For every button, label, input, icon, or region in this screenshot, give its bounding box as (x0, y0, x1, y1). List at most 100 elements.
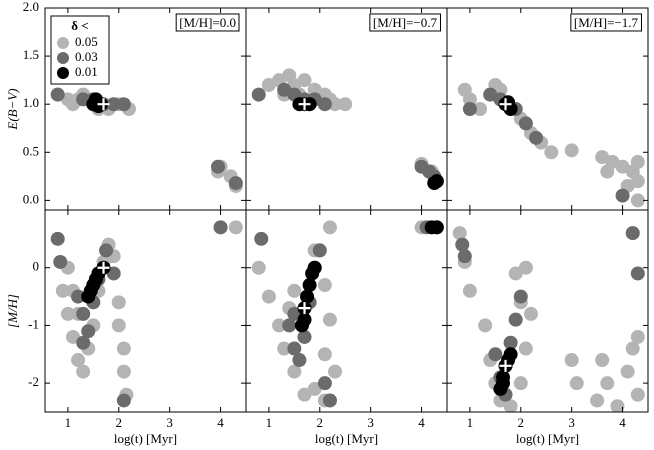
y-tick-label: 2.0 (23, 0, 39, 14)
point (518, 116, 533, 131)
y-tick-label: 1.5 (23, 47, 39, 62)
panel-plot (50, 87, 243, 193)
point (473, 102, 488, 116)
point (287, 341, 302, 356)
x-tick-label: 4 (418, 415, 425, 430)
panel-plot (251, 68, 444, 191)
point (630, 329, 645, 344)
panel-plot (452, 226, 645, 412)
point (55, 283, 70, 298)
point (529, 130, 544, 145)
point (503, 399, 518, 412)
point (287, 364, 302, 379)
point (630, 387, 645, 402)
annotation-box (570, 13, 642, 32)
legend-label: 0.01 (75, 64, 98, 79)
x-tick-label: 1 (467, 415, 474, 430)
point (302, 278, 317, 293)
point (610, 399, 625, 412)
point (462, 102, 477, 116)
point (328, 97, 343, 112)
point (297, 329, 312, 344)
point (615, 188, 630, 203)
annotation: [M/H]=−1.7 (574, 15, 639, 30)
point (106, 266, 121, 281)
point (595, 353, 610, 368)
point (328, 364, 343, 379)
legend-label: 0.05 (75, 34, 98, 49)
point (544, 145, 559, 160)
point (116, 364, 131, 379)
point (287, 283, 302, 298)
point (429, 174, 444, 189)
point (503, 102, 518, 116)
best-fit-marker (97, 261, 110, 274)
annotation: [M/H]=0.0 (179, 15, 236, 30)
best-fit-marker (499, 359, 512, 372)
point (317, 376, 332, 391)
point (307, 381, 322, 396)
point (297, 387, 312, 402)
x-axis-label: log(t) [Myr] (114, 431, 177, 446)
x-tick-label: 3 (367, 415, 374, 430)
x-tick-label: 1 (65, 415, 72, 430)
point (53, 254, 68, 269)
point (272, 318, 287, 333)
point (625, 226, 640, 241)
point (429, 220, 444, 235)
point (111, 318, 126, 333)
point (116, 393, 131, 408)
point (630, 154, 645, 169)
point (99, 243, 114, 258)
x-tick-label: 3 (568, 415, 575, 430)
point (513, 376, 528, 391)
legend-marker (57, 52, 69, 64)
y-tick-label: 0.0 (23, 191, 39, 206)
point (76, 364, 91, 379)
point (76, 306, 91, 321)
point (228, 220, 243, 235)
point (488, 347, 503, 362)
annotation: [M/H]=−0.7 (373, 15, 438, 30)
point (60, 306, 75, 321)
legend-marker (57, 37, 69, 49)
point (625, 341, 640, 356)
point (111, 295, 126, 310)
point (50, 231, 65, 246)
panel-plot (251, 220, 444, 408)
point (116, 341, 131, 356)
point (312, 243, 327, 258)
point (317, 347, 332, 362)
point (287, 306, 302, 321)
point (478, 318, 493, 333)
point (261, 289, 276, 304)
point (600, 376, 615, 391)
point (620, 364, 635, 379)
point (452, 226, 467, 241)
legend-label: 0.03 (75, 49, 98, 64)
point (590, 393, 605, 408)
y-tick-label: 0.5 (23, 143, 39, 158)
panel-frame (446, 209, 649, 413)
point (462, 283, 477, 298)
point (300, 289, 315, 304)
point (457, 249, 472, 264)
best-fit-marker (499, 98, 512, 111)
point (569, 376, 584, 391)
x-tick-label: 2 (116, 415, 123, 430)
point (508, 266, 523, 281)
best-fit-marker (97, 98, 110, 111)
x-tick-label: 4 (619, 415, 626, 430)
point (455, 237, 470, 252)
point (508, 312, 523, 327)
point (292, 353, 307, 368)
point (518, 260, 533, 275)
point (50, 87, 65, 102)
point (322, 312, 337, 327)
y-tick-label: -1 (28, 316, 39, 331)
point (564, 353, 579, 368)
x-tick-label: 2 (518, 415, 525, 430)
point (106, 97, 121, 112)
